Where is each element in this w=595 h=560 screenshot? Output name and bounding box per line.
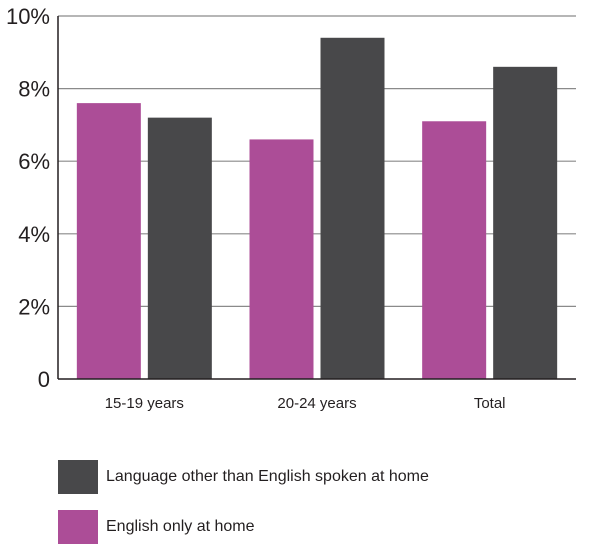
x-tick-label: 15-19 years <box>105 395 184 412</box>
legend-item-other-language: Language other than English spoken at ho… <box>58 460 429 494</box>
bar <box>147 117 212 379</box>
bar <box>422 121 487 380</box>
bar <box>320 37 385 379</box>
legend-label-english-only: English only at home <box>106 518 255 535</box>
legend-label-other-language: Language other than English spoken at ho… <box>106 468 429 485</box>
y-tick-label: 8% <box>18 77 50 102</box>
legend-swatch-other-language <box>58 460 98 494</box>
y-tick-label: 4% <box>18 222 50 247</box>
legend-swatch-english-only <box>58 510 98 544</box>
x-tick-label: 20-24 years <box>277 395 356 412</box>
legend-item-english-only: English only at home <box>58 510 429 544</box>
y-tick-label: 6% <box>18 149 50 174</box>
bar <box>249 139 314 379</box>
y-tick-label: 0 <box>38 367 50 392</box>
legend: Language other than English spoken at ho… <box>58 460 429 560</box>
bar-chart: 0 2% 4% 6% 8% 10% 15-19 years 20-24 years Total <box>6 4 576 412</box>
y-tick-label: 2% <box>18 294 50 319</box>
y-tick-label: 10% <box>6 4 50 29</box>
bar <box>76 103 141 380</box>
x-tick-label: Total <box>474 395 506 412</box>
bar <box>493 66 558 379</box>
